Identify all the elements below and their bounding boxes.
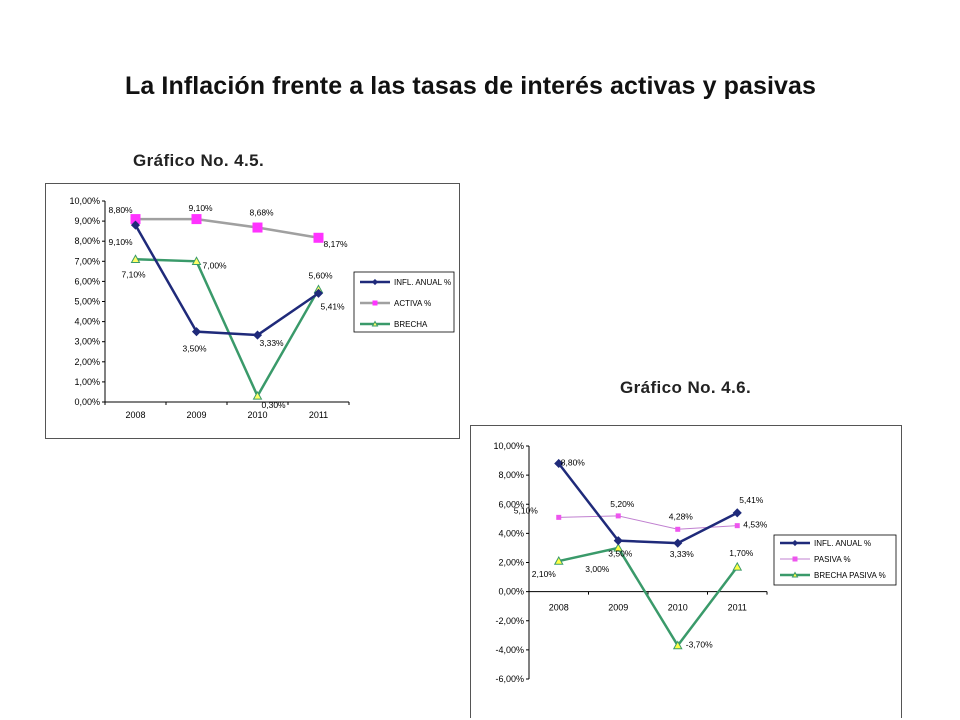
c2-data-label: 1,70%: [729, 548, 754, 558]
c1-series-point-0: [313, 288, 324, 298]
c1-series-point-0: [252, 330, 263, 340]
c1-legend-marker: [372, 300, 378, 306]
c1-series-point-1: [130, 214, 141, 225]
c1-series-point-2: [252, 390, 263, 400]
c2-y-tick-label: 10,00%: [493, 441, 524, 451]
c1-y-tick-label: 4,00%: [74, 317, 100, 327]
c1-legend-marker: [371, 320, 379, 327]
c1-series-point-1: [191, 214, 202, 225]
c1-series-point-0: [130, 220, 141, 230]
c2-data-label: 3,33%: [670, 549, 695, 559]
chart-4-6-svg: -6,00% -4,00% -2,00% 0,00% 2,00% 4,00% 6,00% 8,…: [493, 441, 897, 684]
c1-x-tick-label: 2008: [125, 410, 145, 420]
c2-data-label: 5,10%: [514, 505, 539, 515]
c1-series-line-1: [135, 217, 319, 240]
c1-y-tick-label: 1,00%: [74, 377, 100, 387]
c2-legend-label: INFL. ANUAL %: [814, 539, 871, 548]
c2-y-tick-label: 6,00%: [498, 499, 524, 509]
c1-y-tick-label: 2,00%: [74, 357, 100, 367]
c2-series-line-0: [557, 462, 738, 545]
c2-data-label: 3,00%: [585, 564, 610, 574]
c1-data-label: 3,33%: [260, 338, 285, 348]
c2-data-label: 5,20%: [610, 499, 635, 509]
c1-series-point-1: [313, 232, 324, 243]
c1-data-label: 5,60%: [309, 270, 334, 280]
c2-data-label: 4,53%: [743, 520, 768, 530]
c2-y-tick-label: 2,00%: [498, 558, 524, 568]
c1-data-label: 9,10%: [189, 203, 214, 213]
c2-x-tick-label: 2010: [668, 603, 688, 613]
c1-data-label: 9,10%: [109, 237, 134, 247]
c2-series-point-0: [613, 536, 623, 546]
c2-legend-marker: [792, 556, 798, 562]
c1-x-tick-label: 2010: [247, 410, 267, 420]
c1-y-tick-label: 9,00%: [74, 216, 100, 226]
chart-4-5: 0,00% 1,00% 2,00% 3,00% 4,00% 5,00% 6,00% 7,00%…: [45, 183, 460, 439]
c2-series-point-2: [732, 561, 743, 571]
c1-data-label: 0,30%: [262, 400, 287, 410]
c2-series-point-2: [613, 542, 624, 552]
c1-data-label: 8,17%: [324, 239, 349, 249]
c2-legend-marker: [791, 571, 799, 578]
c2-data-label: 5,41%: [739, 495, 764, 505]
c1-series-point-2: [191, 256, 202, 265]
c1-x-tick-label: 2009: [186, 410, 206, 420]
c2-series-point-1: [556, 514, 562, 520]
c1-data-label: 3,50%: [183, 344, 208, 354]
c2-series-point-2: [553, 556, 564, 565]
c2-legend-marker: [791, 539, 799, 547]
c2-y-tick-label: -2,00%: [495, 616, 524, 626]
c2-series-point-1: [615, 513, 621, 519]
c2-y-tick-label: 0,00%: [498, 587, 524, 597]
chart-4-6: -6,00% -4,00% -2,00% 0,00% 2,00% 4,00% 6,00% 8,…: [470, 425, 902, 718]
c2-x-tick-label: 2009: [608, 603, 628, 613]
c1-y-tick-label: 10,00%: [69, 196, 100, 206]
c2-legend-label: BRECHA PASIVA %: [814, 571, 886, 580]
c2-legend-label: PASIVA %: [814, 555, 851, 564]
c1-x-tick-label: 2011: [309, 410, 328, 420]
c1-y-tick-label: 6,00%: [74, 276, 100, 286]
c2-series-point-0: [673, 538, 683, 548]
c2-series-point-0: [554, 458, 564, 469]
c1-series-line-2: [135, 258, 320, 399]
c2-data-label: -3,70%: [686, 640, 713, 650]
c1-legend-label: INFL. ANUAL %: [394, 278, 451, 287]
c2-data-label: 4,28%: [669, 511, 694, 521]
c2-series-point-0: [732, 508, 742, 518]
c1-legend-marker: [371, 278, 379, 286]
c1-data-label: 7,10%: [122, 269, 147, 279]
c2-data-label: 3,50%: [608, 549, 633, 559]
page-title: La Inflación frente a las tasas de inter…: [125, 72, 817, 100]
c1-y-tick-label: 5,00%: [74, 297, 100, 307]
c2-series-point-1: [734, 523, 740, 529]
c1-y-tick-label: 0,00%: [74, 397, 100, 407]
c2-y-tick-label: 8,00%: [498, 470, 524, 480]
c1-legend-label: BRECHA: [394, 320, 428, 329]
c2-series-line-2: [558, 546, 739, 648]
c2-data-label: 8,80%: [561, 457, 586, 467]
c1-data-label: 5,41%: [321, 301, 346, 311]
c2-y-tick-label: -4,00%: [495, 645, 524, 655]
c1-series-point-1: [252, 222, 263, 233]
c1-y-tick-label: 8,00%: [74, 236, 100, 246]
c2-y-tick-label: 4,00%: [498, 528, 524, 538]
c1-data-label: 8,68%: [250, 208, 275, 218]
c1-series-point-0: [191, 327, 202, 337]
c1-series-point-2: [130, 254, 141, 263]
chart-caption-4-5: Gráfico No. 4.5.: [133, 151, 265, 170]
c2-series-point-1: [675, 526, 681, 532]
c2-data-label: 2,10%: [532, 569, 557, 579]
c2-series-point-2: [672, 640, 683, 650]
chart-4-5-svg: 0,00% 1,00% 2,00% 3,00% 4,00% 5,00% 6,00% 7,00%…: [69, 196, 455, 420]
c1-data-label: 7,00%: [203, 260, 228, 270]
chart-caption-4-6: Gráfico No. 4.6.: [620, 378, 752, 397]
c1-y-tick-label: 7,00%: [74, 256, 100, 266]
c2-x-tick-label: 2011: [728, 603, 747, 613]
c1-data-label: 8,80%: [109, 205, 134, 215]
c2-x-tick-label: 2008: [549, 603, 569, 613]
c1-legend-label: ACTIVA %: [394, 299, 431, 308]
c2-y-tick-label: -6,00%: [495, 674, 524, 684]
c1-series-line-0: [134, 224, 320, 337]
c1-y-tick-label: 3,00%: [74, 337, 100, 347]
